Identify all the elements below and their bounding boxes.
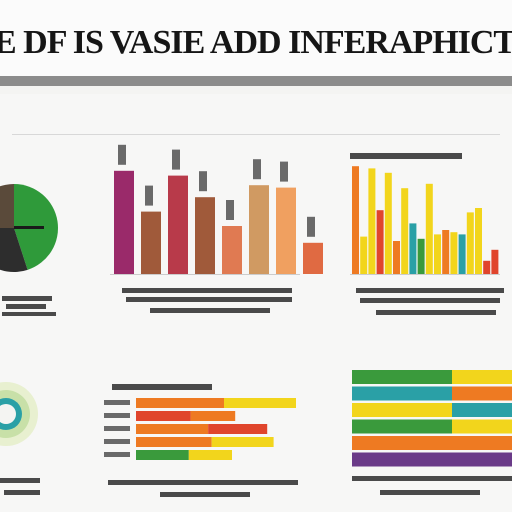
bars2-baseline [110,274,300,275]
ring4-hole [0,404,16,424]
bars3-caption [356,288,504,315]
hbar6-segment [452,419,512,434]
bar3-mark [393,241,400,274]
bar3-mark [425,183,433,274]
hbar5-label-smudge [104,413,130,418]
bar2-mark [276,187,296,274]
bar3-mark [376,210,384,274]
bar-chart-top-middle [110,144,323,275]
hbar5-segment [224,398,296,408]
infographic-title: E DF IS VASIE ADD INFERAPHICTISENN [0,24,512,61]
hbar6-segment [352,403,452,417]
bar3-mark [409,223,417,274]
bar3-mark [401,188,409,274]
hbar6-segment [452,386,512,401]
pie1-caption [2,296,56,316]
bar3-mark [491,249,499,274]
bar2-label-smudge [280,161,288,182]
hbar6-segment [452,436,512,450]
bar3-mark [417,238,425,274]
bar2-mark [114,170,134,274]
hbar5-segment [190,411,236,421]
hbar6-segment [352,419,452,434]
horizontal-bar-chart-bottom-middle [104,398,296,460]
bar2-label-smudge [199,171,207,192]
hbar5-segment [136,437,212,447]
ring-chart-bottom-left [0,382,38,446]
bar3-mark [466,212,474,274]
hbar6-segment [352,452,452,467]
bar3-mark [352,166,359,274]
header-rule [0,76,512,86]
hbars5-caption [108,480,298,497]
bar3-mark [458,234,466,274]
bar2-label-smudge [253,159,261,180]
pie1-slice [0,228,28,272]
bar2-mark [168,175,188,274]
bar2-mark [249,185,269,274]
bar3-mark [360,236,368,274]
bar3-mark [368,168,376,274]
hbar6-segment [352,436,452,450]
bar3-mark [475,208,482,274]
hbar5-label-smudge [104,426,130,431]
bar2-mark [195,197,215,274]
pie-chart-top-left [0,184,58,272]
bar3-mark [434,234,441,274]
bar2-mark [222,226,242,274]
hbar5-label-smudge [104,439,130,444]
hbar6-segment [452,370,512,384]
hbars5-header [112,384,212,390]
bar2-label-smudge [226,200,234,220]
bar2-label-smudge [307,216,315,237]
stacked-bar-chart-bottom-right [352,370,512,467]
bar2-label-smudge [172,149,180,170]
hbar5-label-smudge [104,452,130,457]
hbar6-segment [452,452,512,467]
bar3-mark [450,232,458,274]
header: E DF IS VASIE ADD INFERAPHICTISENN [0,0,512,76]
hbar5-segment [136,424,209,434]
hbar5-segment [188,450,232,460]
bar3-mark [384,172,392,274]
bar2-label-smudge [145,185,153,206]
pie1-slice [0,184,14,228]
hbar5-segment [136,450,189,460]
hbar5-segment [136,411,191,421]
hbar6-segment [352,370,452,384]
bar2-mark [141,211,161,274]
panel-top-line [12,134,500,135]
hbar5-segment [136,398,224,408]
ring4-caption [0,478,40,495]
bar2-label-smudge [118,144,126,165]
hbar5-segment [211,437,274,447]
hbar5-label-smudge [104,400,130,405]
bar2-mark [303,242,323,274]
bar3-mark [483,260,491,274]
hbar5-segment [208,424,268,434]
hbars6-caption [352,476,512,495]
bar3-mark [442,230,450,274]
bars3-baseline [350,274,500,275]
bars2-caption [122,288,292,313]
hbar6-segment [452,403,512,417]
pie1-pointer [14,226,44,229]
bars3-header [350,153,462,159]
hbar6-segment [352,386,452,401]
bar-chart-top-right [350,166,500,275]
